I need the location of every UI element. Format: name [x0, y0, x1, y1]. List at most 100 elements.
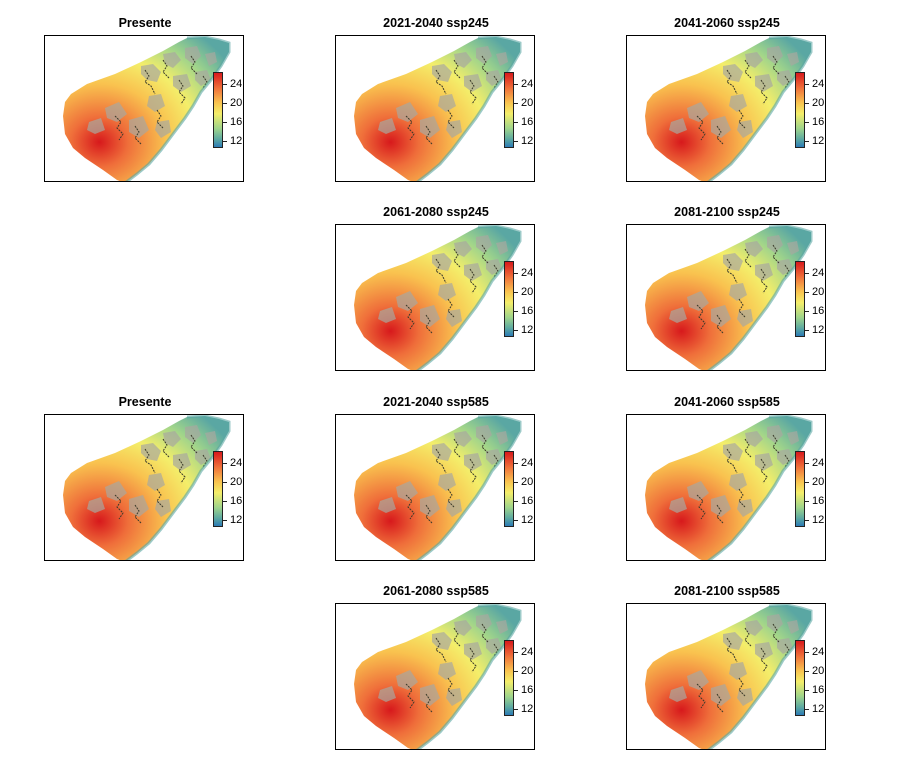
- land-use-patch: [420, 684, 440, 706]
- legend-tick: [514, 652, 518, 653]
- legend-tick: [223, 84, 227, 85]
- land-use-patch: [454, 241, 472, 257]
- land-use-patch: [745, 52, 763, 68]
- color-legend: 24 20 16 12: [213, 72, 268, 152]
- land-use-patch: [454, 431, 472, 447]
- land-use-patch: [767, 425, 783, 443]
- land-use-patch: [396, 102, 418, 122]
- legend-tick: [805, 652, 809, 653]
- map-frame: [335, 35, 535, 182]
- land-use-patch: [787, 52, 799, 66]
- land-use-patch: [496, 52, 508, 66]
- legend-tick: [514, 292, 518, 293]
- boundary-line: [425, 504, 433, 524]
- map-panel: 2081-2100 ssp245 24 20 16 12: [582, 189, 852, 371]
- land-use-patch: [438, 283, 456, 301]
- study-region: [63, 416, 229, 560]
- land-use-patch: [173, 74, 191, 92]
- boundary-line: [469, 647, 477, 673]
- boundary-line: [481, 434, 489, 454]
- color-legend: 24 20 16 12: [504, 451, 559, 531]
- legend-tick-label: 16: [812, 495, 825, 507]
- boundary-line: [469, 268, 477, 294]
- color-legend: 24 20 16 12: [213, 451, 268, 531]
- legend-tick: [223, 482, 227, 483]
- boundary-line: [469, 79, 477, 105]
- land-use-patch: [454, 52, 472, 68]
- legend-tick: [514, 330, 518, 331]
- boundary-line: [744, 438, 752, 458]
- color-legend: 24 20 16 12: [795, 261, 850, 341]
- land-use-patch: [687, 481, 709, 501]
- land-use-patch: [745, 431, 763, 447]
- land-use-patch: [432, 632, 452, 650]
- land-use-patch: [464, 642, 482, 660]
- map-panel: Presente 24 20 16 12: [0, 0, 270, 182]
- legend-tick-label: 12: [812, 514, 825, 526]
- legend-tick: [805, 84, 809, 85]
- land-use-patch: [378, 497, 396, 513]
- legend-tick-label: 12: [521, 703, 534, 715]
- boundary-line: [696, 115, 706, 141]
- land-use-patch: [745, 241, 763, 257]
- land-use-patch: [476, 425, 492, 443]
- boundary-line: [760, 268, 768, 294]
- land-use-patch: [729, 94, 747, 112]
- legend-tick: [514, 501, 518, 502]
- map-frame: [335, 603, 535, 750]
- land-use-patch: [787, 241, 799, 255]
- panel-title: 2041-2060 ssp585: [674, 395, 780, 409]
- legend-tick: [514, 84, 518, 85]
- land-use-patch: [723, 253, 743, 271]
- map-panel: 2021-2040 ssp585 24 20 16 12: [291, 379, 561, 561]
- study-region: [645, 416, 811, 560]
- boundary-line: [481, 55, 489, 75]
- boundary-line: [114, 494, 124, 520]
- legend-tick-label: 20: [812, 665, 825, 677]
- land-use-patch: [420, 116, 440, 138]
- land-use-patch: [496, 431, 508, 445]
- land-use-patch: [432, 253, 452, 271]
- legend-tick: [514, 141, 518, 142]
- panel-title: Presente: [118, 395, 172, 409]
- land-use-patch: [438, 473, 456, 491]
- map-panel: 2081-2100 ssp585 24 20 16 12: [582, 568, 852, 750]
- boundary-line: [144, 448, 156, 474]
- legend-tick: [514, 520, 518, 521]
- legend-tick-label: 24: [521, 646, 534, 658]
- legend-tick: [805, 311, 809, 312]
- coastline: [707, 225, 813, 370]
- panel-title: 2061-2080 ssp585: [383, 584, 489, 598]
- land-use-patch: [396, 481, 418, 501]
- study-region: [354, 37, 520, 181]
- boundary-line: [405, 115, 415, 141]
- boundary-line: [425, 693, 433, 713]
- land-use-patch: [729, 662, 747, 680]
- boundary-line: [696, 683, 706, 709]
- colorbar: [504, 640, 514, 716]
- land-use-patch: [496, 241, 508, 255]
- land-use-patch: [767, 235, 783, 253]
- map-frame: [626, 224, 826, 371]
- legend-tick-label: 20: [521, 665, 534, 677]
- legend-tick-label: 24: [812, 646, 825, 658]
- legend-tick-label: 12: [812, 135, 825, 147]
- land-use-patch: [723, 64, 743, 82]
- land-use-patch: [396, 670, 418, 690]
- temperature-map: [645, 36, 813, 181]
- boundary-line: [447, 298, 455, 318]
- boundary-line: [726, 258, 738, 284]
- coastline: [125, 415, 231, 560]
- legend-tick-label: 16: [230, 116, 243, 128]
- boundary-line: [738, 109, 746, 129]
- boundary-line: [481, 623, 489, 643]
- land-use-patch: [711, 684, 731, 706]
- land-use-patch: [141, 443, 161, 461]
- land-use-patch: [687, 670, 709, 690]
- land-use-patch: [173, 453, 191, 471]
- land-use-patch: [446, 499, 462, 517]
- panel-title: 2021-2040 ssp585: [383, 395, 489, 409]
- legend-tick: [223, 122, 227, 123]
- map-frame: [626, 35, 826, 182]
- legend-tick: [514, 671, 518, 672]
